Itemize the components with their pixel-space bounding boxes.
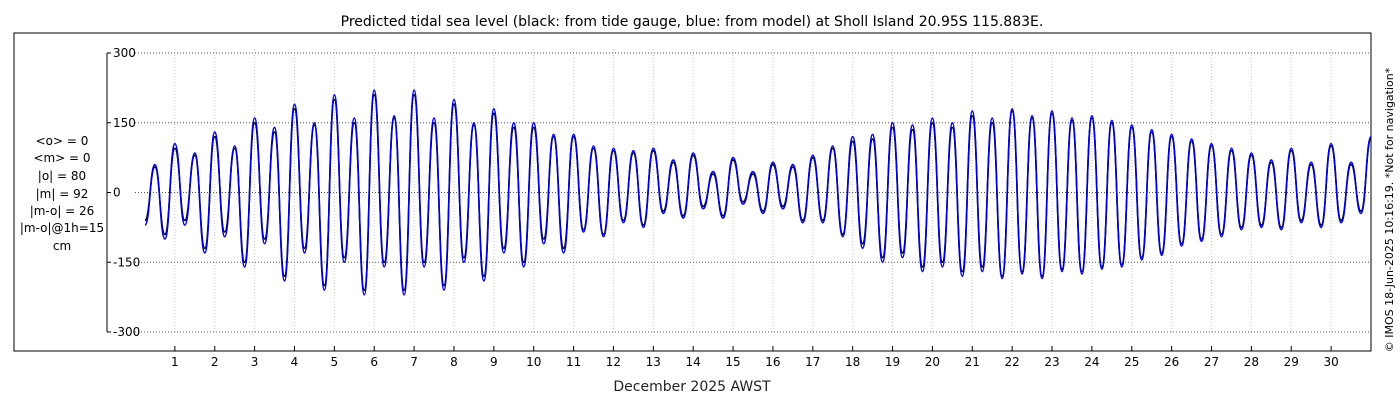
credit-text: © IMOS 18-Jun-2025 10:16:19. *Not for na… (1383, 67, 1396, 352)
y-tick-label: 150 (113, 116, 136, 130)
stat-mean-model: <m> = 0 (33, 151, 90, 165)
x-tick-label: 13 (646, 355, 661, 369)
series-line-model (144, 89, 1372, 296)
x-tick-label: 24 (1084, 355, 1099, 369)
x-tick-label: 16 (765, 355, 780, 369)
y-tick-label: -300 (113, 325, 140, 339)
x-tick-label: 26 (1164, 355, 1179, 369)
x-tick-label: 3 (251, 355, 259, 369)
x-axis: 1 2 3 4 5 6 7 8 9 10 11 12 13 14 15 16 17 18 19 20 21 22 23 24 2… (171, 346, 1339, 369)
x-tick-label: 11 (566, 355, 581, 369)
x-tick-label: 30 (1323, 355, 1338, 369)
x-tick-label: 9 (490, 355, 498, 369)
x-tick-label: 21 (965, 355, 980, 369)
x-tick-label: 7 (410, 355, 418, 369)
x-tick-label: 17 (805, 355, 820, 369)
series-group (144, 89, 1372, 296)
x-tick-label: 19 (885, 355, 900, 369)
x-tick-label: 12 (606, 355, 621, 369)
stats-panel: <o> = 0 <m> = 0 |o| = 80 |m| = 92 |m-o| … (20, 134, 104, 253)
x-tick-label: 5 (331, 355, 339, 369)
y-tick-label: 0 (113, 186, 121, 200)
stat-abs-diff-1h: |m-o|@1h=15 (20, 221, 104, 235)
x-tick-label: 28 (1244, 355, 1259, 369)
x-tick-label: 2 (211, 355, 219, 369)
x-tick-label: 25 (1124, 355, 1139, 369)
stat-mean-observed: <o> = 0 (36, 134, 89, 148)
y-tick-label: -150 (113, 255, 140, 269)
stat-abs-observed: |o| = 80 (38, 169, 86, 183)
x-tick-label: 27 (1204, 355, 1219, 369)
x-tick-label: 8 (450, 355, 458, 369)
x-tick-label: 29 (1284, 355, 1299, 369)
x-tick-label: 1 (171, 355, 179, 369)
x-tick-label: 14 (686, 355, 701, 369)
x-tick-label: 6 (370, 355, 378, 369)
x-axis-label: December 2025 AWST (613, 379, 771, 395)
stat-abs-diff: |m-o| = 26 (30, 204, 95, 218)
chart-title: Predicted tidal sea level (black: from t… (341, 14, 1044, 30)
x-tick-label: 10 (526, 355, 541, 369)
x-tick-label: 4 (291, 355, 299, 369)
stat-unit: cm (53, 239, 71, 253)
stat-abs-model: |m| = 92 (36, 187, 89, 201)
x-tick-label: 20 (925, 355, 940, 369)
y-tick-label: 300 (113, 46, 136, 60)
x-tick-label: 23 (1044, 355, 1059, 369)
x-tick-label: 22 (1005, 355, 1020, 369)
y-axis: 300 150 0 -150 -300 (106, 46, 140, 339)
grid (135, 49, 1371, 333)
x-tick-label: 18 (845, 355, 860, 369)
x-tick-label: 15 (725, 355, 740, 369)
outer-frame (13, 32, 1372, 352)
